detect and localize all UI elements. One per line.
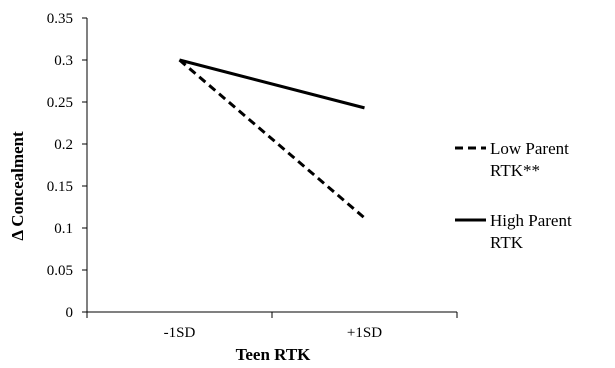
y-axis: 0 0.05 0.1 0.15 0.2 0.25 0.3 0.35 — [47, 11, 88, 321]
legend-label: High Parent — [490, 211, 572, 230]
series-line-high-parent — [179, 58, 365, 110]
legend-label: RTK — [490, 233, 524, 252]
legend: Low Parent RTK** High Parent RTK — [455, 139, 572, 252]
x-axis-title: Teen RTK — [236, 345, 312, 364]
legend-label: Low Parent — [490, 139, 569, 158]
x-axis: -1SD +1SD — [86, 311, 458, 341]
y-tick-label: 0.1 — [54, 221, 73, 237]
y-tick-label: 0.3 — [54, 53, 73, 69]
y-tick-label: 0.35 — [47, 11, 73, 27]
y-axis-title: Δ Concealment — [8, 131, 27, 241]
y-tick-label: 0 — [66, 305, 74, 321]
x-tick-label: +1SD — [347, 325, 382, 341]
y-tick-label: 0.25 — [47, 95, 73, 111]
series-lines — [178, 58, 366, 220]
series-line-low-parent — [178, 58, 366, 220]
y-tick-label: 0.15 — [47, 179, 73, 195]
legend-label: RTK** — [490, 161, 540, 180]
x-tick-label: -1SD — [164, 325, 196, 341]
y-tick-label: 0.05 — [47, 263, 73, 279]
y-tick-label: 0.2 — [54, 137, 73, 153]
